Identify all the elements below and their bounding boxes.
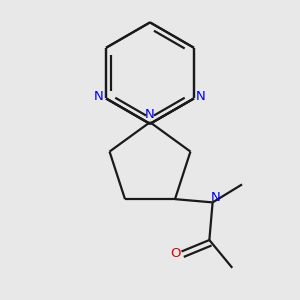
Text: N: N — [196, 90, 206, 103]
Text: N: N — [211, 191, 220, 204]
Text: N: N — [94, 90, 104, 103]
Text: N: N — [145, 109, 155, 122]
Text: O: O — [170, 247, 181, 260]
